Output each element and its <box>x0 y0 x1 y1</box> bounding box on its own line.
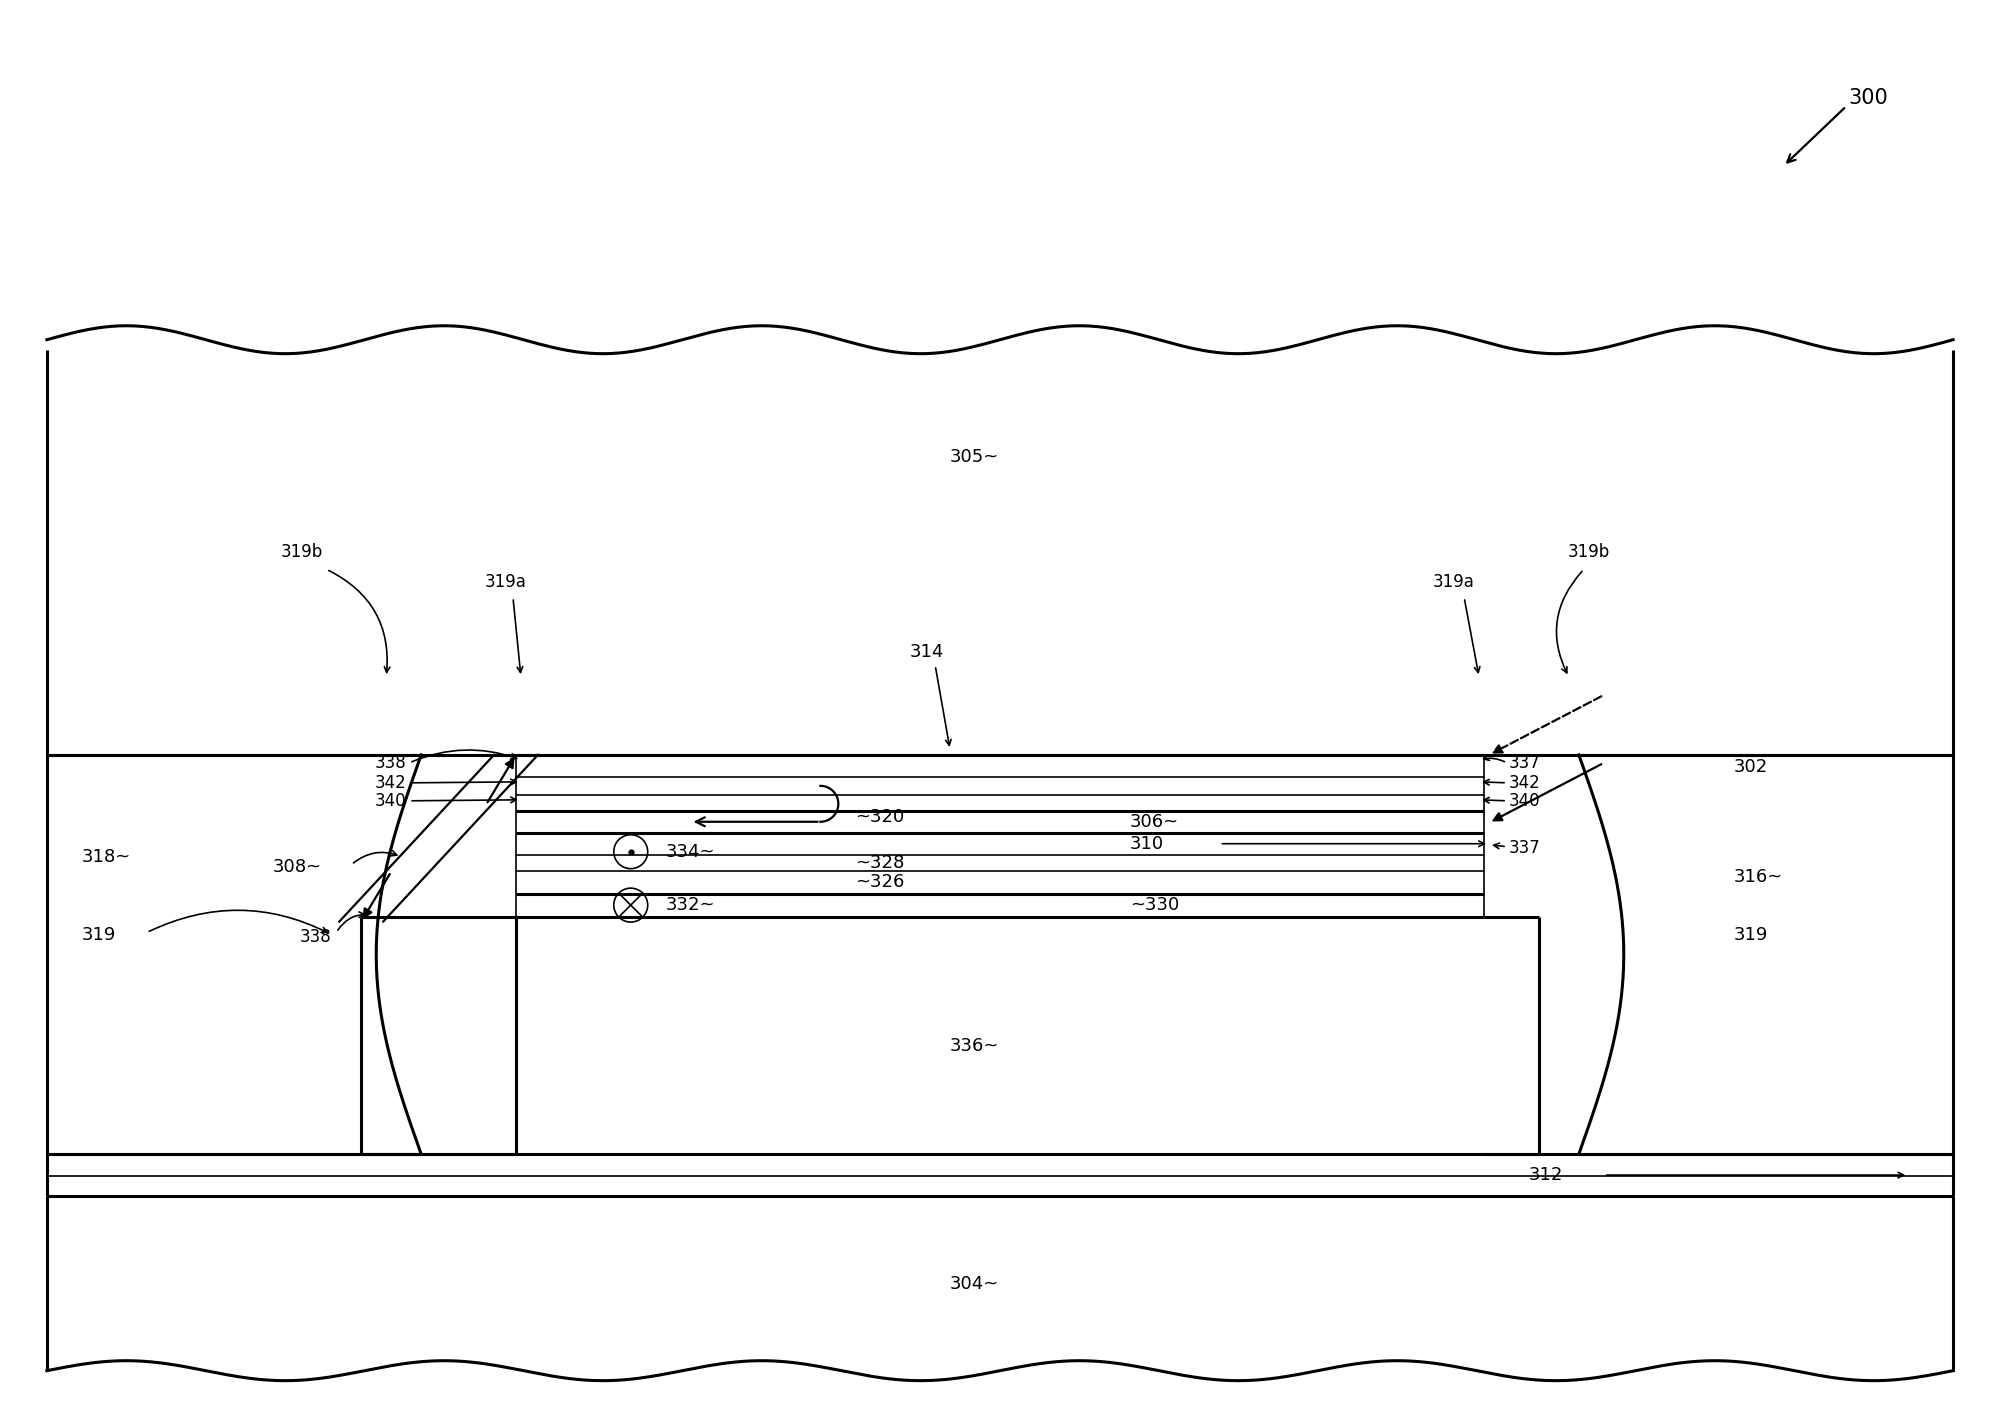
Text: 306~: 306~ <box>1129 813 1179 830</box>
Text: 319b: 319b <box>281 543 323 561</box>
Text: 342: 342 <box>1510 774 1540 792</box>
Text: 338: 338 <box>299 927 331 946</box>
Text: 312: 312 <box>1530 1166 1564 1185</box>
Text: 336~: 336~ <box>950 1037 998 1055</box>
Text: 340: 340 <box>375 792 407 810</box>
Text: 319a: 319a <box>485 573 527 591</box>
Text: 302: 302 <box>1734 758 1768 775</box>
Text: 305~: 305~ <box>950 449 998 467</box>
Text: 319b: 319b <box>1568 543 1610 561</box>
Text: 304~: 304~ <box>950 1275 998 1293</box>
Text: 319: 319 <box>1734 926 1768 944</box>
Text: 332~: 332~ <box>666 896 716 915</box>
Text: ~328: ~328 <box>856 854 904 872</box>
Text: 316~: 316~ <box>1734 868 1782 885</box>
Text: 318~: 318~ <box>82 847 130 865</box>
Text: 338: 338 <box>375 754 407 772</box>
Text: 319a: 319a <box>1434 573 1476 591</box>
Text: 342: 342 <box>375 774 407 792</box>
Text: ~320: ~320 <box>856 808 904 826</box>
Text: 310: 310 <box>1129 834 1163 853</box>
Text: 337: 337 <box>1510 839 1540 857</box>
Text: 314: 314 <box>910 643 944 661</box>
Text: 340: 340 <box>1510 792 1540 810</box>
Text: 308~: 308~ <box>273 858 321 875</box>
Text: 300: 300 <box>1849 89 1889 108</box>
Text: ~326: ~326 <box>856 874 904 891</box>
Text: 319: 319 <box>82 926 116 944</box>
Text: 337: 337 <box>1510 754 1540 772</box>
Text: 334~: 334~ <box>666 843 716 861</box>
Text: ~330: ~330 <box>1129 896 1179 915</box>
